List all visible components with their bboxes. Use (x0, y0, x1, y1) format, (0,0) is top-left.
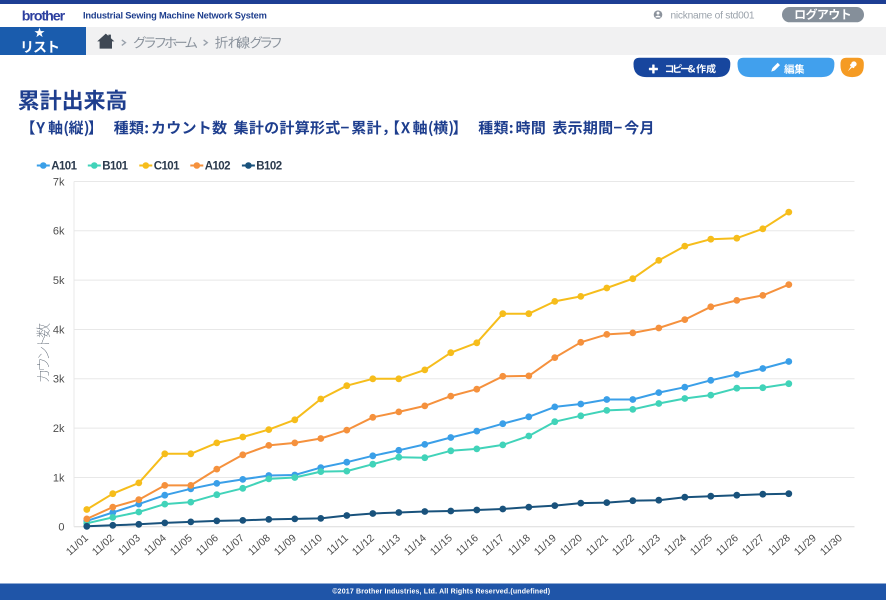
svg-text:5k: 5k (53, 275, 65, 287)
svg-text:C101: C101 (154, 161, 180, 173)
svg-text:7k: 7k (53, 176, 65, 188)
svg-text:3k: 3k (53, 374, 65, 386)
svg-text:nickname of std001: nickname of std001 (671, 10, 755, 21)
svg-text:Industrial Sewing Machine Netw: Industrial Sewing Machine Network System (83, 11, 267, 21)
svg-text:0: 0 (58, 522, 64, 534)
svg-text:©2017 Brother Industries, Ltd.: ©2017 Brother Industries, Ltd. All Right… (332, 588, 550, 596)
svg-text:4k: 4k (53, 324, 65, 336)
svg-text:2k: 2k (53, 423, 65, 435)
svg-text:A102: A102 (205, 161, 230, 173)
svg-text:B101: B101 (102, 161, 128, 173)
svg-text:6k: 6k (53, 226, 65, 238)
svg-text:B102: B102 (256, 161, 281, 173)
svg-text:1k: 1k (53, 472, 65, 484)
svg-text:A101: A101 (51, 161, 77, 173)
svg-text:brother: brother (22, 9, 66, 25)
